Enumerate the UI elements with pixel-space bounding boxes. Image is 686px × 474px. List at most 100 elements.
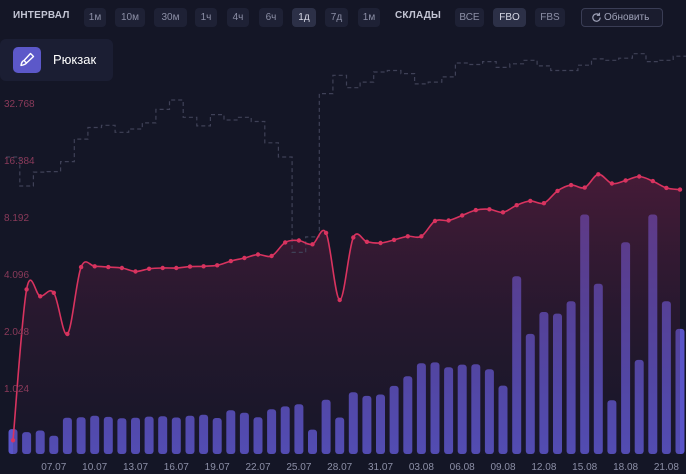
price-point	[133, 269, 138, 274]
product-name: Рюкзак	[53, 52, 97, 67]
price-point	[119, 265, 125, 271]
price-point	[24, 287, 29, 292]
price-point	[106, 264, 111, 270]
x-tick-label: 19.07	[205, 462, 230, 473]
refresh-icon	[592, 12, 601, 22]
price-point	[596, 172, 601, 177]
interval-1d-button[interactable]: 1д	[292, 8, 316, 27]
price-point	[528, 198, 533, 204]
price-point	[201, 264, 206, 269]
y-tick-label: 2.048	[4, 327, 29, 338]
price-point	[664, 185, 669, 191]
price-point	[473, 207, 478, 213]
price-area-fill	[13, 174, 680, 454]
sales-stock-chart: 1.024 2.048 4.096 8.192 16.384 32.768 07.07 10…	[4, 53, 686, 473]
x-tick-label: 07.07	[41, 462, 66, 473]
y-axis-ticks: 1.024 2.048 4.096 8.192 16.384 32.768	[4, 99, 35, 395]
refresh-button[interactable]: Обновить	[581, 8, 663, 27]
price-point	[446, 218, 451, 223]
price-point	[78, 264, 84, 270]
x-tick-label: 22.07	[245, 462, 270, 473]
price-point	[582, 185, 587, 190]
interval-1month-button[interactable]: 1м	[358, 8, 380, 27]
price-point	[405, 234, 410, 239]
price-point	[351, 235, 356, 240]
y-tick-label: 1.024	[4, 384, 29, 395]
warehouse-fbo-button[interactable]: FBO	[493, 8, 526, 27]
warehouse-all-button[interactable]: ВСЕ	[455, 8, 484, 27]
price-line	[10, 172, 683, 443]
x-tick-label: 12.08	[531, 462, 556, 473]
price-point	[10, 438, 16, 443]
x-tick-label: 09.08	[490, 462, 515, 473]
interval-4h-button[interactable]: 4ч	[227, 8, 249, 27]
interval-7d-button[interactable]: 7д	[325, 8, 348, 27]
x-tick-label: 31.07	[368, 462, 393, 473]
price-point	[323, 230, 329, 236]
price-point	[174, 265, 179, 271]
interval-10m-button[interactable]: 10м	[115, 8, 145, 27]
refresh-label: Обновить	[604, 12, 650, 23]
price-point	[460, 213, 465, 218]
price-point	[637, 174, 642, 179]
x-tick-label: 21.08	[654, 462, 679, 473]
stock-line	[6, 53, 686, 253]
x-tick-label: 10.07	[82, 462, 107, 473]
price-point	[146, 266, 152, 271]
price-point	[65, 331, 70, 337]
x-tick-label: 28.07	[327, 462, 352, 473]
warehouses-label: СКЛАДЫ	[395, 10, 442, 21]
price-point	[568, 182, 574, 188]
price-point	[432, 218, 438, 224]
interval-30m-button[interactable]: 30м	[154, 8, 187, 27]
stock-step-path	[6, 53, 686, 253]
price-point	[609, 181, 615, 186]
price-point	[51, 290, 56, 295]
price-point	[269, 253, 274, 259]
x-tick-label: 03.08	[409, 462, 434, 473]
x-tick-label: 13.07	[123, 462, 148, 473]
interval-1h-button[interactable]: 1ч	[195, 8, 217, 27]
y-tick-label: 32.768	[4, 99, 35, 110]
price-point	[92, 264, 97, 269]
x-tick-label: 25.07	[286, 462, 311, 473]
x-axis-ticks: 07.07 10.07 13.07 16.07 19.07 22.07 25.07 28.07…	[41, 462, 679, 473]
price-point	[160, 265, 165, 271]
price-point	[310, 242, 315, 247]
x-tick-label: 16.07	[164, 462, 189, 473]
price-point	[255, 252, 261, 257]
price-point	[228, 258, 233, 264]
toolbar: ИНТЕРВАЛ 1м 10м 30м 1ч 4ч 6ч 1д 7д 1м СК…	[0, 0, 686, 36]
price-point	[677, 187, 683, 192]
price-point	[364, 239, 370, 244]
price-point	[650, 178, 655, 184]
price-point	[514, 203, 519, 208]
product-chip[interactable]: Рюкзак	[0, 39, 113, 81]
y-tick-label: 8.192	[4, 213, 29, 224]
price-point	[296, 238, 302, 243]
price-point	[187, 264, 193, 269]
interval-6h-button[interactable]: 6ч	[259, 8, 283, 27]
price-area	[13, 174, 680, 454]
price-point	[487, 207, 492, 212]
price-point	[541, 201, 547, 206]
price-point	[242, 255, 247, 261]
interval-1m-button[interactable]: 1м	[84, 8, 106, 27]
x-tick-label: 06.08	[450, 462, 475, 473]
price-point	[283, 240, 288, 245]
x-tick-label: 18.08	[613, 462, 638, 473]
y-tick-label: 4.096	[4, 270, 29, 281]
price-point	[555, 188, 560, 194]
interval-label: ИНТЕРВАЛ	[13, 10, 70, 21]
price-point	[391, 237, 397, 243]
price-point	[623, 178, 628, 183]
price-point	[215, 263, 220, 268]
price-point	[500, 210, 506, 215]
price-point	[378, 240, 383, 246]
price-point	[337, 297, 342, 303]
x-tick-label: 15.08	[572, 462, 597, 473]
y-tick-label: 16.384	[4, 156, 35, 167]
price-point	[38, 294, 43, 299]
warehouse-fbs-button[interactable]: FBS	[535, 8, 565, 27]
paintbrush-icon	[13, 47, 41, 73]
